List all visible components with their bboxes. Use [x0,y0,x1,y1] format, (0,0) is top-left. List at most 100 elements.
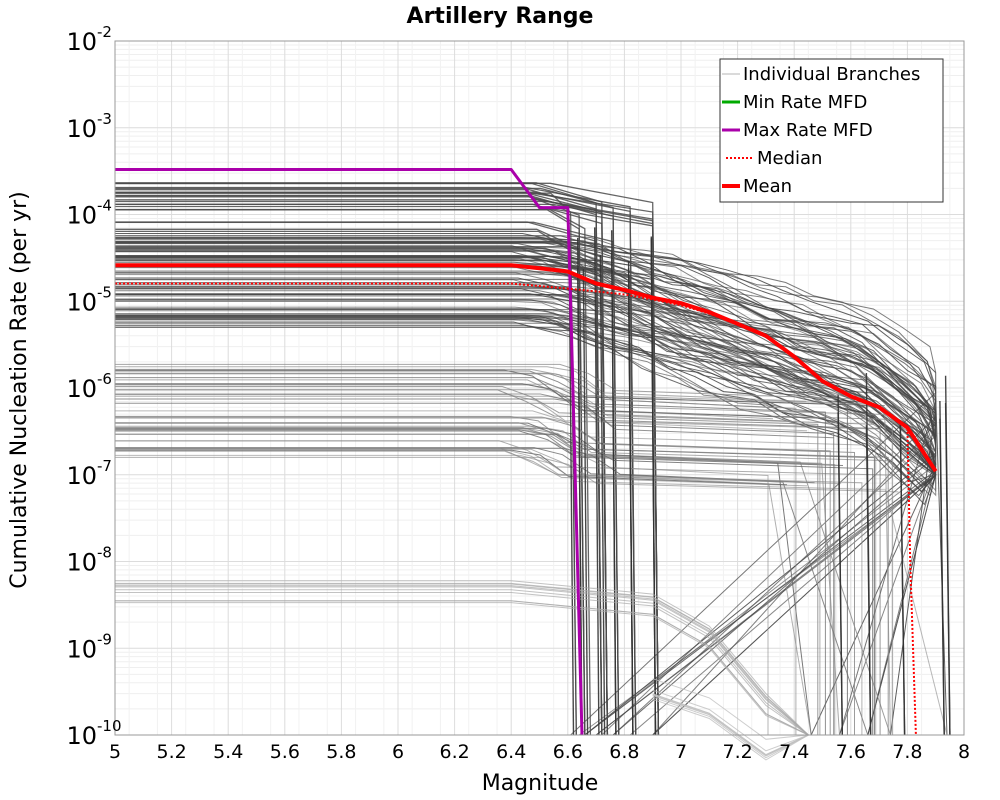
branch-line [115,429,836,735]
branch-line [115,433,874,735]
branch-line [115,316,937,497]
branch-line [115,430,844,466]
branch-line [115,583,809,736]
y-tick-exponent: -10 [97,717,122,735]
x-tick-label: 5.6 [270,741,300,763]
branch-line [115,389,819,735]
branch-line [115,422,889,735]
branch-line [115,456,899,493]
x-tick-label: 5.8 [326,741,356,763]
branch-line [115,257,937,422]
x-tick-label: 6.6 [553,741,583,763]
branch-line [944,402,951,736]
x-axis-ticks: 5 5.2 5.4 5.6 5.8 6 6.2 6.4 6.6 6.8 7 7.2 7.4 7.6 7.8 8 [109,741,970,763]
branch-line [115,589,809,736]
y-tick-exponent: -8 [97,544,112,562]
y-tick-base: 10 [66,202,97,230]
legend-label: Median [757,148,822,169]
branch-line [582,269,589,736]
branch-line [115,427,812,736]
legend-label: Max Rate MFD [743,120,873,141]
y-tick: 10 -5 [66,283,112,316]
branch-line [652,678,809,740]
y-tick-exponent: -9 [97,630,112,648]
branch-line [115,189,603,736]
branch-line [594,227,600,736]
branch-line [115,415,831,735]
y-tick-base: 10 [66,28,97,56]
branch-line [115,592,809,736]
branch-line [115,449,788,486]
branch-line [652,693,809,756]
branch-line [568,255,575,736]
y-tick-base: 10 [66,288,97,316]
plot-frame [114,40,965,736]
series-max-rate-mfd [115,168,584,736]
x-tick-label: 7.4 [779,741,809,763]
branch-line [115,263,937,420]
x-tick-label: 6.8 [609,741,639,763]
series-median [115,282,917,736]
branch-line [115,585,809,736]
branch-line [115,602,809,736]
y-tick-exponent: -6 [97,370,112,388]
y-tick: 10 -3 [66,110,112,143]
branch-line [939,400,945,736]
branch-line [115,373,797,735]
y-tick-base: 10 [66,722,97,750]
legend-box [719,58,944,203]
legend: Individual Branches Min Rate MFD Max Rate … [719,58,944,203]
branch-line [115,369,848,735]
branch-line [115,284,937,469]
x-tick-label: 5 [109,741,121,763]
y-tick-base: 10 [66,375,97,403]
branch-line [115,366,807,402]
branch-line [115,402,834,439]
y-tick-base: 10 [66,635,97,663]
y-tick: 10 -8 [66,544,112,577]
legend-label: Individual Branches [743,64,920,85]
branch-line [115,417,855,735]
branch-line [115,228,586,736]
y-tick-exponent: -2 [97,23,112,41]
x-tick-label: 6 [392,741,404,763]
major-grid [114,40,965,736]
y-tick-exponent: -5 [97,283,112,301]
branch-line [899,421,906,736]
x-tick-label: 6.4 [496,741,526,763]
y-axis-label: Cumulative Nucleation Rate (per yr) [7,191,32,589]
branch-line [115,318,937,486]
branch-line [115,394,881,430]
legend-item: Median [726,148,822,169]
branch-line [115,233,948,736]
branch-line [599,254,606,736]
branch-line [115,363,853,400]
x-tick-label: 5.4 [213,741,243,763]
legend-item: Max Rate MFD [722,120,873,141]
branch-line [115,428,840,736]
y-tick: 10 -7 [66,457,112,490]
branch-line [115,447,869,736]
y-tick: 10 -9 [66,630,112,663]
legend-label: Mean [743,176,792,197]
branch-line [115,586,809,736]
y-tick-exponent: -3 [97,110,112,128]
x-tick-label: 8 [958,741,970,763]
chart-title: Artillery Range [407,4,594,29]
branch-line [115,288,937,458]
branch-line [115,600,809,736]
y-tick-base: 10 [66,462,97,490]
branch-line [115,427,891,736]
y-tick: 10 -4 [66,197,112,230]
y-tick: 10 -2 [66,23,112,56]
branch-line [115,272,937,439]
x-tick-label: 6.2 [439,741,469,763]
branch-line [115,192,577,736]
legend-item: Min Rate MFD [722,92,867,113]
branch-line [650,238,657,736]
branch-line [115,425,893,462]
x-tick-label: 7.2 [722,741,752,763]
legend-label: Min Rate MFD [743,92,867,113]
